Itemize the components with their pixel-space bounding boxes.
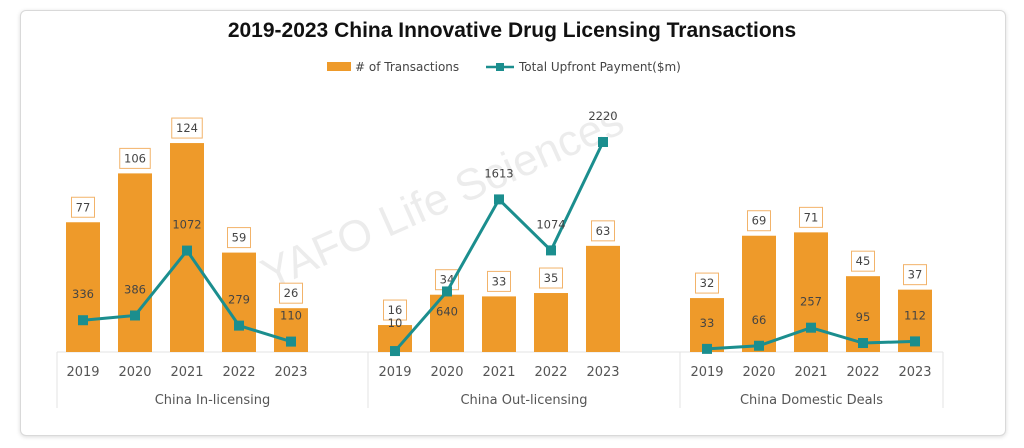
line-marker: [546, 245, 556, 256]
line-label: 257: [800, 295, 822, 309]
line-marker: [910, 336, 920, 347]
bar-label: 16: [388, 303, 403, 317]
x-tick-label: 2020: [742, 365, 775, 380]
line-marker: [130, 310, 140, 321]
bar-label: 35: [544, 271, 559, 285]
line-label: 1074: [536, 217, 565, 231]
line-marker: [494, 194, 504, 205]
line-label: 640: [436, 304, 458, 318]
line-marker: [390, 346, 400, 357]
legend-bar-label: # of Transactions: [355, 60, 459, 74]
bar-label-box: [695, 272, 719, 294]
bar-label-box: [539, 267, 563, 289]
line-marker: [598, 136, 608, 147]
bar-label-box: [227, 227, 251, 249]
bar-label: 59: [232, 231, 247, 245]
x-tick-label: 2019: [378, 365, 411, 380]
bar: [222, 252, 256, 352]
bar: [534, 293, 568, 352]
line-label: 10: [388, 316, 403, 330]
line-label: 1613: [484, 166, 513, 180]
bar-label: 32: [700, 276, 715, 290]
bar-label: 37: [908, 268, 923, 282]
line-marker: [78, 315, 88, 326]
line-marker: [806, 322, 816, 333]
group-label: China Out-licensing: [460, 393, 587, 408]
bar-label: 77: [76, 200, 91, 214]
line-marker: [754, 340, 764, 351]
bar: [742, 235, 776, 352]
bar: [482, 296, 516, 352]
bar-label: 33: [492, 274, 507, 288]
x-tick-label: 2022: [222, 365, 255, 380]
x-tick-label: 2019: [66, 365, 99, 380]
bar-label: 71: [804, 210, 819, 224]
line-label: 112: [904, 308, 926, 322]
group-label: China Domestic Deals: [740, 393, 883, 408]
bar-label-box: [903, 264, 927, 286]
x-tick-label: 2021: [170, 365, 203, 380]
line-marker: [286, 336, 296, 347]
x-tick-label: 2022: [534, 365, 567, 380]
line-marker: [234, 320, 244, 331]
bar: [118, 173, 152, 352]
line-marker: [442, 286, 452, 297]
x-tick-label: 2023: [274, 365, 307, 380]
bar-label: 69: [752, 214, 767, 228]
line-label: 336: [72, 287, 94, 301]
x-tick-label: 2023: [586, 365, 619, 380]
bar-label-box: [171, 117, 203, 139]
line-label: 279: [228, 293, 250, 307]
x-tick-label: 2020: [430, 365, 463, 380]
bar-label: 106: [124, 151, 146, 165]
line-label: 1072: [172, 218, 201, 232]
line-label: 66: [752, 313, 767, 327]
legend-line-label: Total Upfront Payment($m): [518, 60, 681, 74]
bar-label-box: [119, 147, 151, 169]
bar-label: 45: [856, 254, 871, 268]
line-marker: [858, 338, 868, 349]
bar-label-box: [747, 210, 771, 232]
bar-label-box: [383, 299, 407, 321]
line-label: 2220: [588, 109, 617, 123]
bar-label-box: [851, 250, 875, 272]
bar-label: 63: [596, 224, 611, 238]
x-tick-label: 2020: [118, 365, 151, 380]
legend: # of Transactions Total Upfront Payment(…: [327, 60, 681, 74]
x-tick-label: 2022: [846, 365, 879, 380]
group-label: China In-licensing: [155, 393, 271, 408]
line-marker: [182, 245, 192, 256]
bar: [586, 245, 620, 352]
legend-line-marker: [496, 63, 504, 71]
watermark: YAFO Life Sciences: [254, 96, 631, 300]
line-label: 110: [280, 309, 302, 323]
bar-label-box: [799, 206, 823, 228]
bar: [66, 222, 100, 352]
x-tick-label: 2023: [898, 365, 931, 380]
x-tick-label: 2021: [482, 365, 515, 380]
bar-label-box: [591, 220, 615, 242]
bar-label: 124: [176, 121, 198, 135]
bar: [690, 298, 724, 352]
x-tick-label: 2021: [794, 365, 827, 380]
legend-bar-swatch: [327, 62, 351, 71]
line-label: 95: [856, 310, 871, 324]
bar-label-box: [71, 196, 95, 218]
bar-label: 26: [284, 286, 299, 300]
bar: [794, 232, 828, 352]
line-label: 33: [700, 316, 715, 330]
bar-label-box: [279, 282, 303, 304]
line-label: 386: [124, 282, 146, 296]
line-marker: [702, 343, 712, 354]
bar-label-box: [487, 270, 511, 292]
chart-title: 2019-2023 China Innovative Drug Licensin…: [228, 19, 796, 42]
x-tick-label: 2019: [690, 365, 723, 380]
